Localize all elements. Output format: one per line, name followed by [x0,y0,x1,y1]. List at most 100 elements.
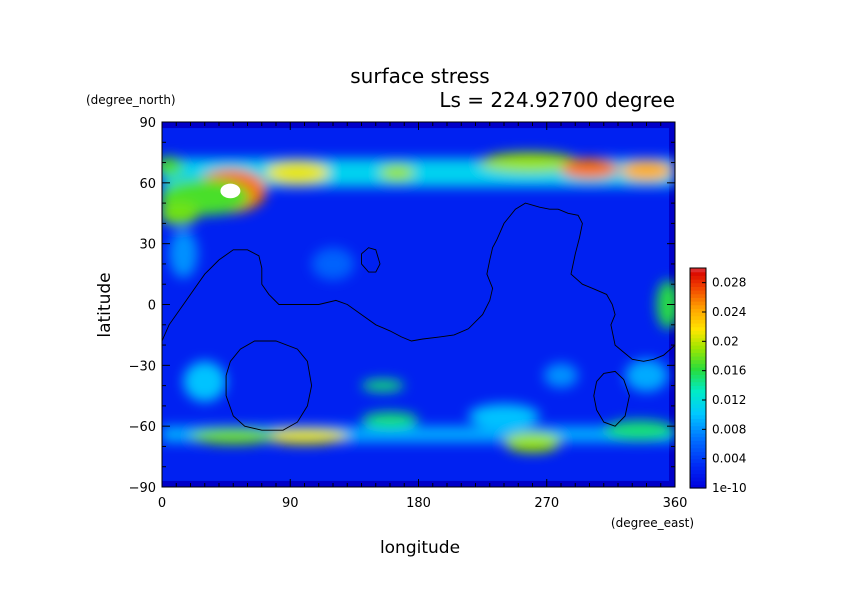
y-tick-label: 90 [139,116,156,131]
colorbar-swatch [690,356,706,361]
stress-blob [504,432,561,453]
stress-blob [468,403,540,429]
colorbar-swatch [690,315,706,320]
y-tick-label: 30 [139,238,156,253]
colorbar-swatch [690,414,706,419]
x-tick-label: 360 [663,496,688,511]
stress-blob [625,359,668,392]
colorbar-tick-label: 0.028 [712,276,746,290]
x-units-label: (degree_east) [611,516,694,530]
topography-contour [361,247,381,273]
colorbar-swatch [690,352,706,357]
colorbar-swatch [690,403,706,408]
colorbar-swatch [690,370,706,375]
colorbar-swatch [690,367,706,372]
colorbar-swatch [690,275,706,280]
colorbar-swatch [690,469,706,474]
colorbar-swatch [690,458,706,463]
stress-blob [380,164,415,181]
colorbar-swatch [690,337,706,342]
colorbar-swatch [690,484,706,489]
stress-blob [361,411,419,429]
stress-blob [361,379,405,392]
colorbar-swatch [690,279,706,284]
stress-blob [183,361,227,402]
x-tick-label: 90 [282,496,299,511]
colorbar-swatch [690,447,706,452]
colorbar-swatch [690,326,706,331]
colorbar-swatch [690,330,706,335]
colorbar-swatch [690,345,706,350]
colorbar-swatch [690,381,706,386]
colorbar-swatch [690,323,706,328]
colorbar-swatch [690,297,706,302]
stress-peak [220,183,241,199]
colorbar-swatch [690,282,706,287]
colorbar-swatch [690,407,706,412]
y-tick-label: −30 [129,359,156,374]
stress-blob [169,229,198,279]
colorbar-swatch [690,363,706,368]
topography-contour [593,370,630,427]
colorbar-swatch [690,422,706,427]
stress-blob [656,280,675,329]
colorbar-swatch [690,455,706,460]
stress-blob [190,428,276,445]
y-tick-label: −90 [129,481,156,496]
colorbar-swatch [690,290,706,295]
colorbar-swatch [690,418,706,423]
x-tick-label: 270 [534,496,559,511]
colorbar-swatch [690,451,706,456]
x-tick-label: 0 [158,496,166,511]
colorbar-tick-label: 0.02 [712,334,739,348]
colorbar-swatch [690,473,706,478]
colorbar-swatch [690,462,706,467]
colorbar-tick-label: 0.004 [712,452,746,466]
colorbar-swatch [690,341,706,346]
colorbar-swatch [690,440,706,445]
colorbar-tick-label: 1e-10 [712,481,747,495]
y-tick-label: 0 [148,299,156,314]
topography-contour [162,202,675,362]
colorbar-swatch [690,286,706,291]
x-tick-label: 180 [406,496,431,511]
colorbar-tick-label: 0.008 [712,422,746,436]
colorbar-swatch [690,268,706,273]
chart-subtitle: Ls = 224.92700 degree [439,88,675,112]
stress-blob [266,160,329,185]
colorbar-swatch [690,385,706,390]
colorbar-swatch [690,429,706,434]
colorbar-swatch [690,436,706,441]
stress-blob [311,247,355,281]
colorbar-swatch [690,389,706,394]
y-tick-label: −60 [129,420,156,435]
colorbar-swatch [690,433,706,438]
colorbar-tick-label: 0.016 [712,364,746,378]
colorbar-swatch [690,312,706,317]
stress-blob [620,160,673,181]
colorbar-swatch [690,271,706,276]
colorbar: 1e-10 0.004 0.008 0.012 0.016 0.02 0.024 0.028 [689,267,747,495]
colorbar-tick-label: 0.012 [712,393,746,407]
y-tick-label: 60 [139,177,156,192]
colorbar-frame [689,267,707,489]
colorbar-swatch [690,378,706,383]
colorbar-swatch [690,308,706,313]
colorbar-swatch [690,392,706,397]
y-axis-label: latitude [95,272,115,337]
colorbar-swatch [690,334,706,339]
colorbar-swatch [690,444,706,449]
stress-field [162,122,675,487]
chart-title: surface stress [350,64,489,88]
x-axis-label: longitude [380,538,460,558]
colorbar-swatch [690,480,706,485]
stress-blob [543,363,579,388]
colorbar-swatch [690,304,706,309]
y-units-label: (degree_north) [86,93,176,107]
stress-blob [603,420,675,441]
topography-contours [162,202,675,431]
stress-blob [261,428,348,445]
colorbar-swatch [690,319,706,324]
colorbar-swatch [690,425,706,430]
